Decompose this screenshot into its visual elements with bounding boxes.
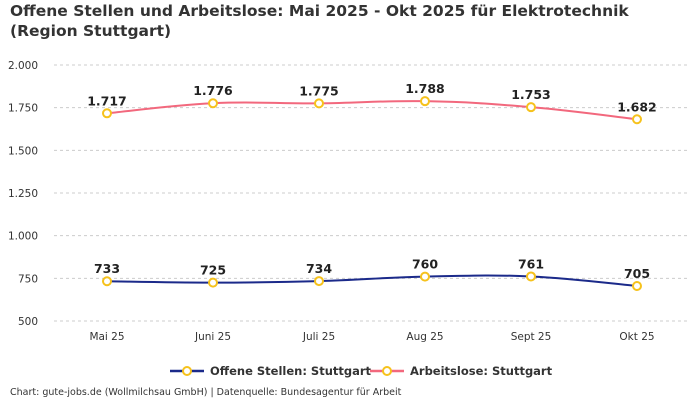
legend-label-2: Arbeitslose: Stuttgart <box>410 364 553 378</box>
y-tick-label: 1.750 <box>8 103 38 115</box>
data-point-marker <box>526 102 536 113</box>
data-point-marker <box>420 96 430 107</box>
x-tick-label: Okt 25 <box>619 331 654 343</box>
y-tick-label: 750 <box>18 273 38 285</box>
data-label: 1.753 <box>511 87 551 102</box>
data-label: 733 <box>94 261 120 276</box>
data-point-marker <box>632 114 642 125</box>
data-label: 1.788 <box>405 81 445 96</box>
legend-marker-2 <box>382 366 392 376</box>
x-tick-label: Juni 25 <box>194 331 231 343</box>
data-label: 1.717 <box>87 93 127 108</box>
data-point-marker <box>526 271 536 282</box>
chart-source-footer: Chart: gute-jobs.de (Wollmilchsau GmbH) … <box>10 387 402 398</box>
data-label: 725 <box>200 263 226 278</box>
data-point-marker <box>420 271 430 282</box>
data-label: 705 <box>624 266 650 281</box>
data-label: 760 <box>412 257 438 272</box>
y-tick-label: 1.000 <box>8 231 38 243</box>
data-label: 734 <box>306 261 332 276</box>
legend-marker-1 <box>182 366 192 376</box>
data-point-marker <box>208 277 218 288</box>
y-tick-label: 500 <box>18 316 38 328</box>
chart-title: Offene Stellen und Arbeitslose: Mai 2025… <box>10 2 629 40</box>
y-tick-label: 2.000 <box>8 60 38 72</box>
x-tick-label: Juli 25 <box>302 331 335 343</box>
data-label: 761 <box>518 256 544 271</box>
series-line-2 <box>106 100 638 121</box>
data-point-marker <box>102 276 112 287</box>
series-line-1 <box>106 274 638 288</box>
y-tick-label: 1.500 <box>8 145 38 157</box>
data-point-marker <box>632 281 642 292</box>
data-label: 1.776 <box>193 83 233 98</box>
y-tick-label: 1.250 <box>8 188 38 200</box>
data-point-marker <box>208 98 218 109</box>
x-tick-label: Mai 25 <box>89 331 124 343</box>
data-point-marker <box>314 98 324 109</box>
data-label: 1.682 <box>617 99 657 114</box>
data-point-marker <box>314 276 324 287</box>
x-tick-label: Aug 25 <box>406 331 443 343</box>
data-point-marker <box>102 108 112 119</box>
x-tick-label: Sept 25 <box>511 331 552 343</box>
legend-label-1: Offene Stellen: Stuttgart <box>210 364 372 378</box>
data-label: 1.775 <box>299 83 339 98</box>
